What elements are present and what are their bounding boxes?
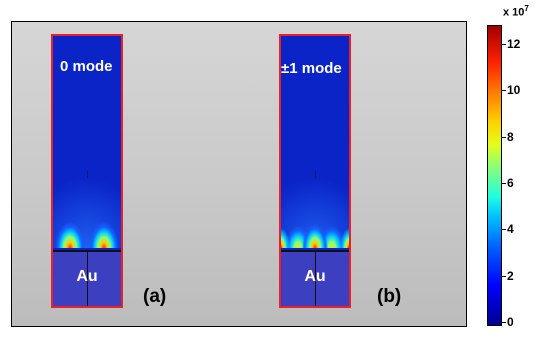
colorbar-tick-mark: [502, 136, 506, 138]
field-hotspots: [281, 170, 349, 248]
colorbar-tick-label: 4: [507, 222, 514, 237]
mode-label: ±1 mode: [281, 60, 342, 77]
probe-marker: [87, 170, 88, 178]
panel-tag-b: (b): [377, 286, 402, 307]
colorbar-tick-label: 6: [507, 176, 514, 190]
colorbar-tick-mark: [502, 90, 506, 92]
colorbar-tick-mark: [502, 229, 506, 231]
colorbar-scale-base: x 10: [503, 6, 525, 19]
panel-a-field-map: 0 mode Au: [51, 34, 123, 308]
substrate-divider: [315, 252, 316, 306]
colorbar-scale-label: x 107: [503, 4, 529, 19]
colorbar: [487, 25, 502, 326]
colorbar-tick-mark: [502, 44, 506, 45]
probe-marker: [315, 170, 316, 178]
panel-tag-a: (a): [143, 286, 167, 307]
material-label: Au: [76, 268, 98, 285]
interface-line: [281, 250, 349, 252]
interface-line: [53, 250, 121, 252]
substrate-divider: [87, 252, 88, 306]
colorbar-tick-label: 2: [507, 268, 514, 283]
colorbar-tick-label: 8: [507, 129, 514, 144]
colorbar-tick-label: 0: [507, 315, 514, 329]
colorbar-tick-mark: [502, 275, 506, 277]
colorbar-tick-label: 12: [507, 37, 521, 51]
mode-label: 0 mode: [60, 58, 113, 75]
colorbar-tick-mark: [502, 322, 506, 323]
colorbar-scale-exponent: 7: [524, 4, 529, 13]
material-label: Au: [304, 268, 326, 285]
panel-b-field-map: ±1 mode Au: [279, 34, 351, 308]
field-hotspots: [53, 172, 121, 248]
colorbar-tick-label: 10: [507, 83, 521, 98]
colorbar-tick-mark: [502, 183, 506, 184]
